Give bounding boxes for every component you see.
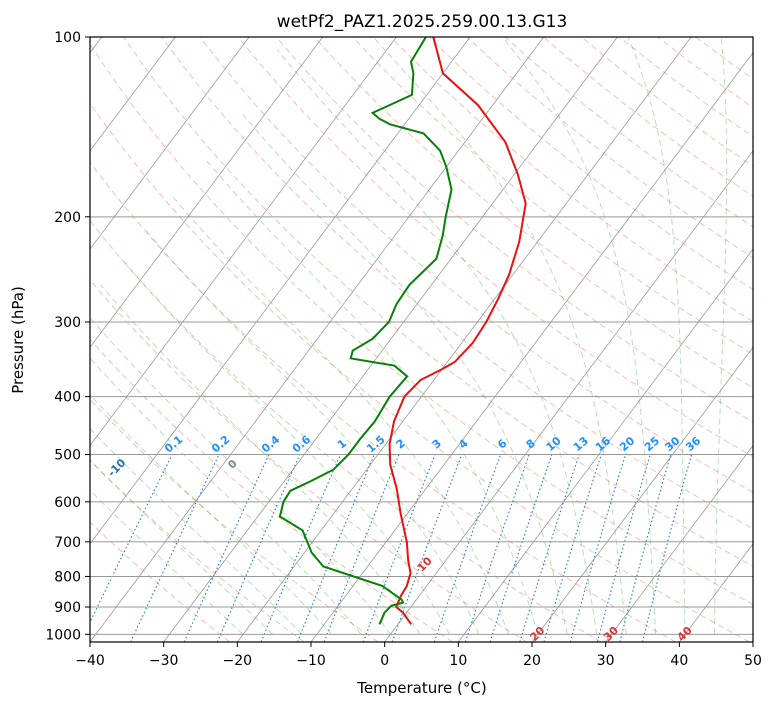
isotherm-line [163, 37, 618, 642]
isotherm-line [310, 51, 753, 642]
dry-adiabat-line [161, 37, 753, 530]
isotherm-line [531, 346, 753, 642]
moist-adiabat-line [627, 37, 686, 635]
series-lines [278, 37, 527, 625]
mixing-ratio-line [260, 454, 341, 642]
isotherm-line [90, 37, 250, 250]
dry-adiabat-line [90, 161, 676, 642]
y-axis-label: Pressure (hPa) [9, 286, 27, 394]
plot-frame [89, 36, 754, 643]
moist-adiabat-line [502, 37, 657, 635]
mixing-ratio-line [519, 454, 580, 642]
y-tick-label: 100 [54, 30, 81, 46]
x-tick-label: 30 [597, 653, 615, 669]
temperature-profile-line [388, 37, 527, 625]
dewpoint-profile-line [278, 37, 453, 625]
dry-adiabat-line [90, 220, 602, 642]
x-tick-label: 0 [380, 653, 389, 669]
y-tick-label: 1000 [45, 627, 81, 643]
moist-adiabat-line [90, 316, 391, 635]
moist-adiabat-line [100, 284, 421, 635]
x-tick-label: −10 [296, 653, 326, 669]
mixing-ratio-line [183, 454, 270, 642]
axis-ticks: −40 −30 −20 −10 0 10 20 30 40 50 100 200 300 400 500 60… [45, 30, 762, 669]
isotherm-line [384, 150, 753, 642]
dry-adiabat-line [90, 43, 753, 606]
mixing-ratio-line [433, 454, 502, 642]
moist-adiabat-line [172, 196, 509, 635]
dry-adiabat-line [90, 459, 305, 642]
isotherm-line [90, 37, 324, 348]
moist-adiabat-line [276, 49, 598, 635]
y-tick-label: 500 [54, 448, 81, 464]
y-tick-label: 700 [54, 535, 81, 551]
dry-adiabat-line [90, 338, 453, 642]
mixing-ratio-line [362, 454, 436, 642]
mixing-ratio-line [543, 454, 602, 642]
x-tick-label: 10 [449, 653, 467, 669]
isotherm-line [90, 37, 471, 545]
dry-adiabat-line [90, 398, 379, 642]
isotherm-line [237, 37, 692, 642]
y-tick-label: 300 [54, 315, 81, 331]
moist-adiabat-line [144, 229, 480, 635]
isotherm-line [605, 444, 753, 642]
y-tick-label: 600 [54, 495, 81, 511]
chart-title: wetPf2_PAZ1.2025.259.00.13.G13 [277, 12, 568, 32]
moist-adiabat-line [90, 394, 332, 635]
moist-adiabat-line [90, 357, 362, 635]
isotherm-line [90, 37, 397, 447]
isotherm-line [458, 248, 753, 642]
y-tick-label: 900 [54, 600, 81, 616]
y-tick-label: 400 [54, 390, 81, 406]
isotherm-line [90, 37, 545, 642]
mixing-ratio-line [569, 454, 627, 642]
isotherm-line [90, 37, 176, 152]
mixing-ratio-line [323, 454, 400, 642]
dry-adiabat-line [352, 37, 753, 355]
mixing-ratio-line [489, 454, 553, 642]
moist-adiabat-line [242, 114, 568, 635]
x-tick-label: 50 [744, 653, 762, 669]
mixing-ratio-line [596, 454, 651, 642]
grid-lines [90, 37, 753, 642]
moist-adiabat-line [120, 258, 450, 635]
dry-adiabat-line [275, 37, 753, 423]
moist-adiabat-line [90, 489, 244, 635]
moist-adiabat-line [714, 37, 728, 635]
moist-adiabat-line [373, 37, 627, 635]
mixing-ratio-line [464, 454, 530, 642]
dry-adiabat-line [90, 279, 528, 642]
dry-adiabat-line [123, 37, 753, 567]
y-tick-label: 200 [54, 210, 81, 226]
x-tick-label: −20 [223, 653, 253, 669]
mixing-ratio-line [216, 454, 301, 642]
x-axis-label: Temperature (°C) [356, 679, 486, 697]
mixing-ratio-line [296, 454, 375, 642]
dry-adiabat-line [199, 37, 753, 494]
dry-adiabat-line [237, 37, 753, 458]
dry-adiabat-line [90, 102, 751, 642]
x-tick-label: −40 [75, 653, 105, 669]
x-tick-label: −30 [149, 653, 179, 669]
x-tick-label: 40 [670, 653, 688, 669]
mixing-ratio-line [391, 454, 463, 642]
background-lines [90, 37, 753, 642]
y-tick-label: 800 [54, 569, 81, 585]
dry-adiabat-line [313, 37, 753, 389]
moist-adiabat-line [90, 427, 303, 635]
x-tick-label: 20 [523, 653, 541, 669]
